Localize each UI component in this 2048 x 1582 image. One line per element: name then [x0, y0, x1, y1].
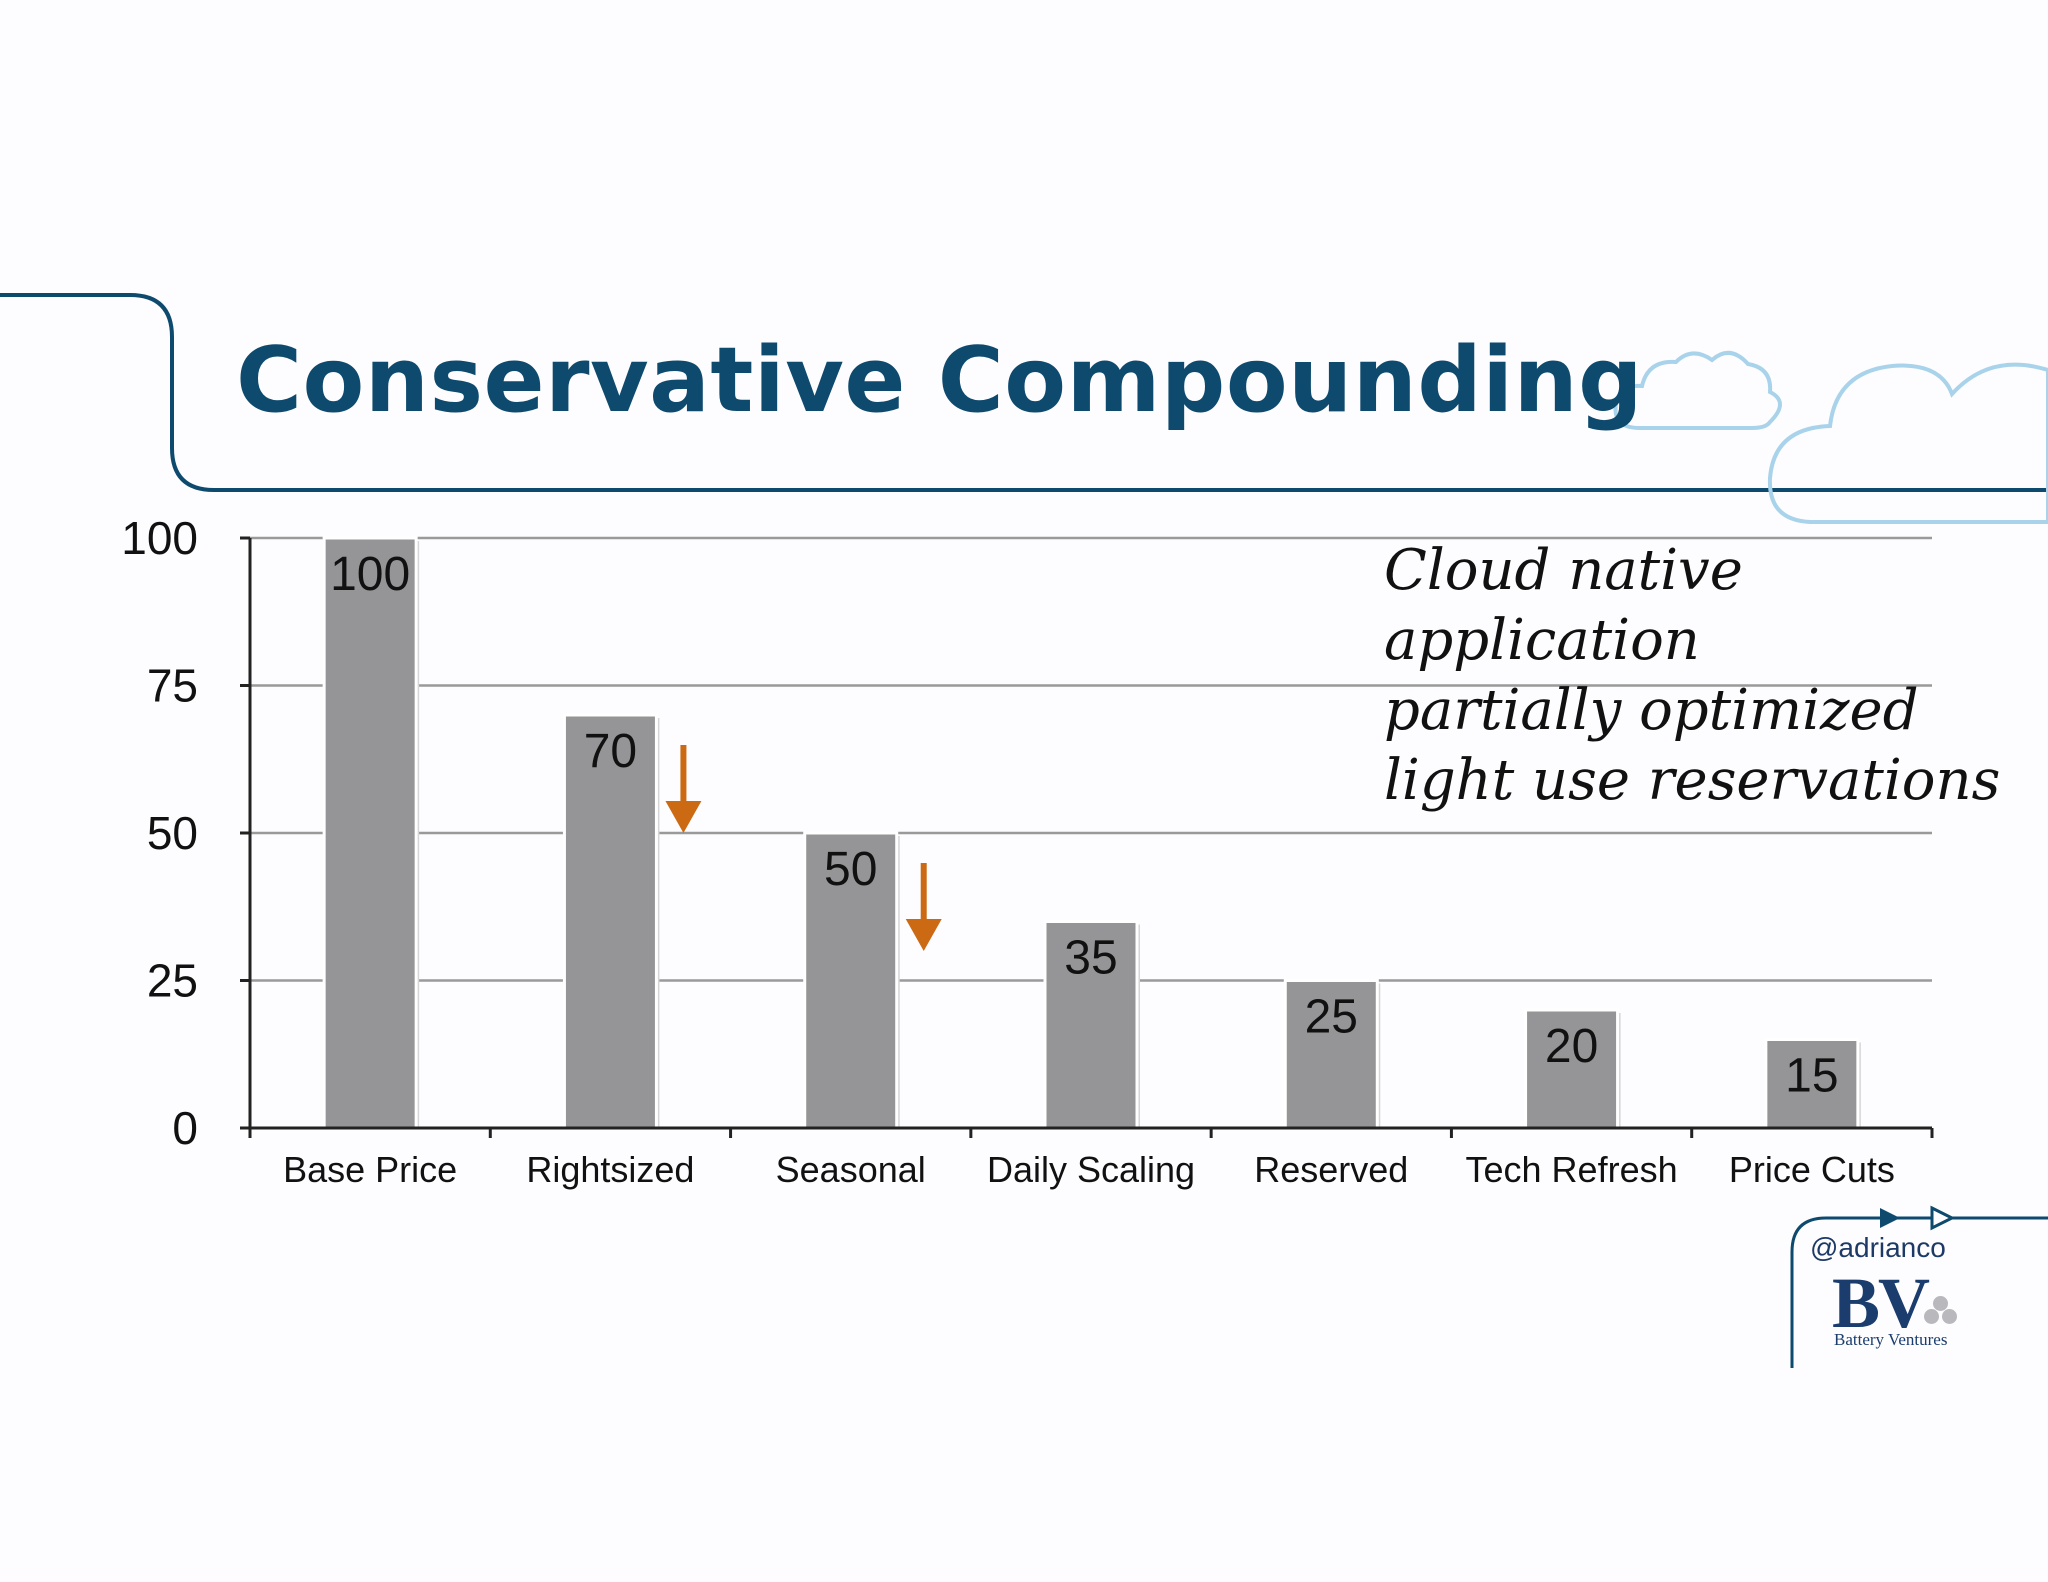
down-arrow-icon: [665, 801, 702, 833]
bar-value-label: 70: [584, 725, 637, 778]
y-tick-label: 50: [147, 807, 198, 859]
bar: [803, 831, 899, 1130]
bar: [322, 536, 418, 1130]
annotation-line: Cloud native: [1384, 538, 1743, 603]
bar-value-label: 50: [824, 843, 877, 896]
annotation-line: application: [1384, 608, 1700, 673]
bar: [1043, 920, 1139, 1130]
x-tick-label: Rightsized: [526, 1149, 694, 1190]
bar-value-label: 15: [1785, 1050, 1838, 1103]
slide-title: Conservative Compounding: [236, 328, 1644, 433]
x-tick-label: Reserved: [1254, 1149, 1408, 1190]
logo-dots-icon: [1924, 1296, 1958, 1330]
battery-ventures-logo: BV: [1832, 1263, 1930, 1343]
bar-value-label: 100: [330, 548, 410, 601]
twitter-handle: @adrianco: [1810, 1232, 1946, 1263]
bar-value-label: 25: [1305, 991, 1358, 1044]
frame-arrow-icon: [1880, 1208, 1900, 1228]
y-tick-label: 0: [172, 1102, 198, 1154]
y-tick-label: 25: [147, 955, 198, 1007]
brand-frame: [1790, 1216, 2048, 1368]
x-tick-label: Seasonal: [776, 1149, 926, 1190]
y-tick-label: 100: [121, 512, 198, 564]
bar: [562, 713, 658, 1130]
bar-value-label: 35: [1064, 932, 1117, 985]
x-tick-label: Tech Refresh: [1466, 1149, 1678, 1190]
bar-value-label: 20: [1545, 1020, 1598, 1073]
cloud-icon: [1767, 362, 2048, 524]
chart-annotation: Cloud native application partially optim…: [1384, 536, 2000, 816]
frame-arrow-icon: [1930, 1205, 1956, 1231]
bar: [1283, 979, 1379, 1130]
down-arrow-icon: [905, 919, 942, 951]
annotation-line: light use reservations: [1384, 748, 2001, 813]
x-tick-label: Base Price: [283, 1149, 457, 1190]
y-tick-label: 75: [147, 660, 198, 712]
title-frame-line: [0, 293, 2048, 492]
cloud-icon: [1613, 351, 1782, 430]
x-tick-label: Daily Scaling: [987, 1149, 1195, 1190]
annotation-line: partially optimized: [1384, 678, 1919, 743]
x-tick-label: Price Cuts: [1729, 1149, 1895, 1190]
logo-subtitle: Battery Ventures: [1834, 1330, 1948, 1349]
bar: [1524, 1008, 1620, 1130]
